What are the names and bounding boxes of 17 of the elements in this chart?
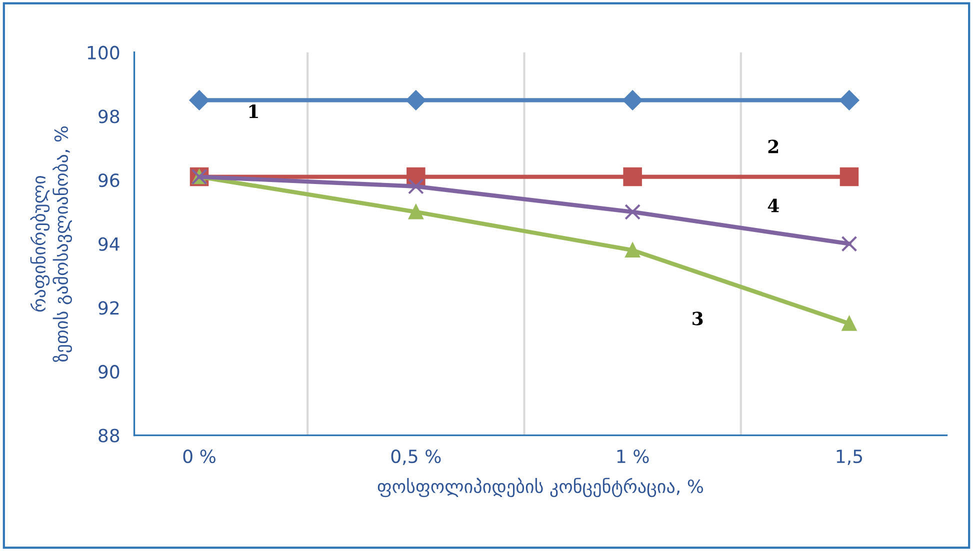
y-tick-label: 88: [98, 428, 120, 442]
x-tick-label: 1 %: [617, 450, 649, 464]
y-tick-label: 94: [98, 237, 120, 251]
y-tick-label: 92: [98, 301, 119, 315]
x-tick-label: 1,5: [836, 450, 862, 465]
x-axis-title: ფოსფოლიპიდების კონცენტრაცია, %: [378, 478, 704, 498]
series-label: 2: [768, 140, 778, 154]
x-tick-label: 0,5 %: [391, 450, 441, 465]
series-label: 4: [768, 198, 779, 212]
y-tick-label: 100: [88, 46, 120, 60]
y-tick-label: 96: [98, 173, 120, 188]
series-label: 1: [249, 104, 258, 118]
series-label: 3: [692, 312, 703, 326]
y-tick-label: 90: [98, 364, 120, 379]
y-tick-label: 98: [98, 110, 120, 124]
y-axis-title: რაფინირებული ზეთის გამოსავლიანობა, %: [30, 126, 72, 362]
x-tick-label: 0 %: [183, 450, 216, 464]
